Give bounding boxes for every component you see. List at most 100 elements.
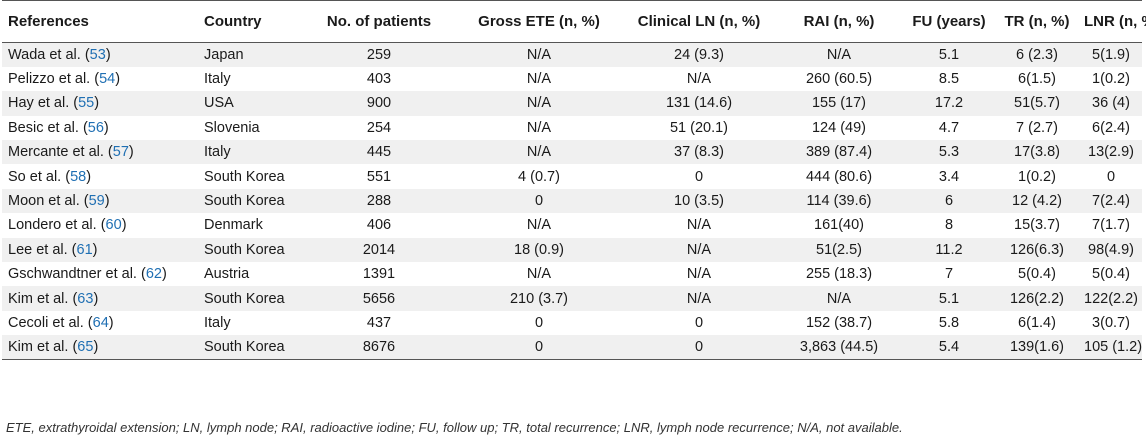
reference-close: ) (161, 266, 167, 283)
cell-fu: 5.1 (938, 290, 960, 307)
cell-tr: 6(1.4) (1018, 314, 1056, 331)
table-row: Gschwandtner et al. (62) Austria 1391 N/A N/… (2, 262, 1142, 287)
cell-reference: So et al. (58) (2, 164, 198, 188)
cell-country: Slovenia (204, 119, 260, 136)
cell-rai: 255 (18.3) (805, 266, 873, 283)
header-lnr: LNR (n, %) (1080, 0, 1146, 43)
reference-author: Moon et al. ( (8, 193, 89, 210)
cell-lnr: 7(2.4) (1092, 193, 1130, 210)
cell-rai: 444 (80.6) (805, 168, 873, 185)
table-row: Pelizzo et al. (54) Italy 403 N/A N/A 260 (60… (2, 66, 1142, 92)
cell-fu: 5.4 (938, 339, 960, 356)
reference-close: ) (86, 168, 92, 185)
cell-clinical-ln: 0 (694, 314, 704, 331)
table-row: Kim et al. (63) South Korea 5656 210 (3.7) N… (2, 286, 1142, 311)
header-patients: No. of patients (304, 0, 454, 43)
studies-table: References Country No. of patients Gross… (2, 0, 1146, 360)
cell-lnr: 36 (4) (1092, 95, 1130, 112)
citation-link[interactable]: 58 (70, 168, 87, 185)
cell-tr: 139(1.6) (1009, 339, 1064, 356)
table-row: Wada et al. (53) Japan 259 N/A 24 (9.3) N/A 5.… (2, 42, 1142, 67)
cell-rai: 3,863 (44.5) (799, 339, 879, 356)
citation-link[interactable]: 54 (99, 71, 116, 88)
reference-close: ) (128, 144, 134, 161)
reference-close: ) (93, 290, 99, 307)
cell-gross-ete: 0 (534, 314, 544, 331)
cell-reference: Lee et al. (61) (2, 238, 198, 262)
table-footnote: ETE, extrathyroidal extension; LN, lymph… (6, 420, 903, 435)
cell-patients: 5656 (362, 290, 396, 307)
cell-reference: Gschwandtner et al. (62) (2, 262, 198, 286)
cell-country: South Korea (204, 339, 285, 356)
reference-author: Lee et al. ( (8, 241, 77, 258)
cell-tr: 17(3.8) (1014, 144, 1060, 161)
reference-close: ) (115, 71, 121, 88)
cell-tr: 6 (2.3) (1016, 46, 1058, 63)
reference-author: So et al. ( (8, 168, 71, 185)
cell-fu: 17.2 (934, 95, 964, 112)
cell-gross-ete: 18 (0.9) (514, 241, 564, 258)
citation-link[interactable]: 62 (145, 266, 162, 283)
citation-link[interactable]: 55 (78, 95, 95, 112)
header-tr: TR (n, %) (994, 0, 1080, 43)
cell-clinical-ln: 131 (14.6) (665, 95, 733, 112)
cell-rai: N/A (826, 46, 852, 63)
reference-author: Kim et al. ( (8, 339, 78, 356)
citation-link[interactable]: 63 (77, 290, 94, 307)
cell-rai: 161(40) (814, 217, 864, 234)
cell-patients: 259 (366, 46, 392, 63)
citation-link[interactable]: 53 (89, 46, 106, 63)
cell-clinical-ln: 24 (9.3) (674, 46, 724, 63)
cell-fu: 5.3 (938, 144, 960, 161)
cell-clinical-ln: N/A (686, 241, 712, 258)
cell-patients: 551 (366, 168, 392, 185)
table-row: So et al. (58) South Korea 551 4 (0.7) 0 444 … (2, 164, 1142, 189)
cell-rai: 260 (60.5) (805, 71, 873, 88)
cell-rai: 114 (39.6) (806, 193, 872, 210)
cell-gross-ete: N/A (526, 119, 552, 136)
header-fu: FU (years) (904, 0, 994, 43)
cell-patients: 445 (366, 144, 392, 161)
citation-link[interactable]: 56 (87, 119, 104, 136)
cell-tr: 6(1.5) (1018, 71, 1056, 88)
cell-gross-ete: 0 (534, 339, 544, 356)
cell-country: USA (204, 95, 234, 112)
cell-rai: 155 (17) (811, 95, 866, 112)
cell-country: Denmark (204, 217, 263, 234)
cell-country: South Korea (204, 290, 285, 307)
reference-author: Hay et al. ( (8, 95, 79, 112)
reference-author: Gschwandtner et al. ( (8, 266, 146, 283)
citation-link[interactable]: 64 (92, 314, 109, 331)
cell-gross-ete: N/A (526, 217, 552, 234)
cell-lnr: 5(1.9) (1092, 46, 1130, 63)
citation-link[interactable]: 60 (105, 217, 122, 234)
cell-patients: 288 (366, 193, 392, 210)
cell-gross-ete: N/A (526, 95, 552, 112)
citation-link[interactable]: 65 (77, 339, 94, 356)
cell-rai: 51(2.5) (816, 241, 862, 258)
cell-reference: Besic et al. (56) (2, 116, 198, 140)
cell-clinical-ln: 37 (8.3) (674, 144, 724, 161)
cell-clinical-ln: N/A (686, 290, 712, 307)
cell-country: Austria (204, 266, 250, 283)
cell-lnr: 7(1.7) (1092, 217, 1130, 234)
reference-close: ) (108, 314, 114, 331)
cell-country: Japan (204, 46, 244, 63)
cell-country: South Korea (204, 168, 285, 185)
cell-tr: 1(0.2) (1018, 168, 1056, 185)
table-row: Hay et al. (55) USA 900 N/A 131 (14.6) 155 (1… (2, 91, 1142, 116)
table-row: Lee et al. (61) South Korea 2014 18 (0.9) N/… (2, 237, 1142, 263)
citation-link[interactable]: 59 (88, 193, 105, 210)
cell-fu: 8.5 (938, 71, 960, 88)
cell-patients: 406 (366, 217, 392, 234)
table-row: Londero et al. (60) Denmark 406 N/A N/A 161(4… (2, 213, 1142, 238)
cell-lnr: 3(0.7) (1092, 314, 1130, 331)
cell-gross-ete: N/A (526, 266, 552, 283)
cell-clinical-ln: N/A (686, 71, 712, 88)
citation-link[interactable]: 61 (76, 241, 93, 258)
citation-link[interactable]: 57 (112, 144, 129, 161)
cell-gross-ete: N/A (526, 71, 552, 88)
cell-clinical-ln: 10 (3.5) (674, 193, 724, 210)
cell-lnr: 13(2.9) (1088, 144, 1134, 161)
